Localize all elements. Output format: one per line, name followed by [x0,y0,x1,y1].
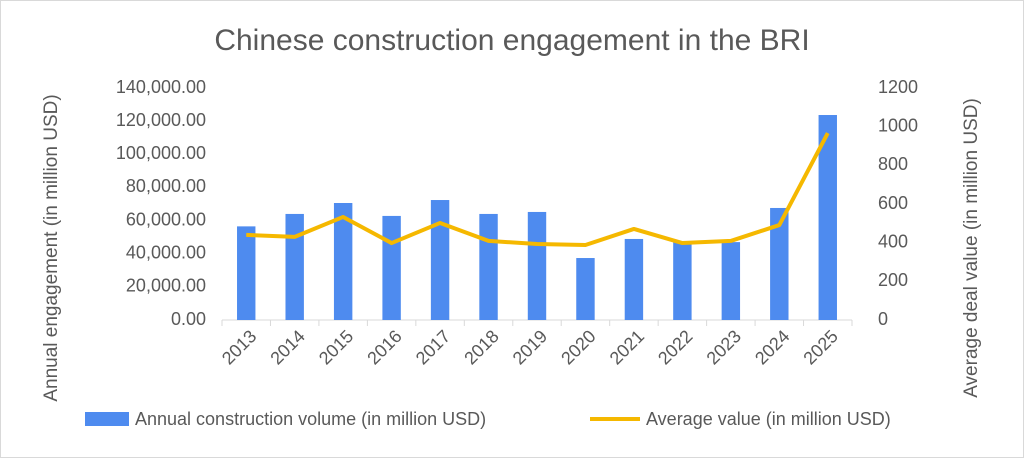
y2-tick-label: 1200 [878,77,918,97]
y2-axis-title: Average deal value (in million USD) [961,98,982,398]
y-tick-label: 100,000.00 [116,143,206,163]
y-tick-label: 80,000.00 [126,176,206,196]
legend-label: Average value (in million USD) [646,409,891,429]
bar [624,238,644,320]
y2-tick-label: 1000 [878,115,918,135]
bar [430,200,450,320]
y-tick-label: 20,000.00 [126,276,206,296]
y2-tick-label: 0 [878,309,888,329]
y2-tick-label: 600 [878,193,908,213]
y2-tick-label: 400 [878,231,908,251]
bar [333,203,353,320]
legend-swatch [85,412,129,426]
y-tick-label: 0.00 [171,309,206,329]
bar [237,226,256,320]
bar [673,242,692,320]
bar [770,207,789,320]
bar [818,115,837,320]
y-tick-label: 40,000.00 [126,242,206,262]
bar [479,213,498,320]
bar [527,211,547,320]
chart-title: Chinese construction engagement in the B… [214,24,809,57]
y2-tick-label: 200 [878,270,908,290]
legend-label: Annual construction volume (in million U… [135,409,486,429]
y-tick-label: 60,000.00 [126,209,206,229]
line [246,132,830,247]
bar [285,213,304,320]
y-tick-label: 120,000.00 [116,110,206,130]
bar [576,258,595,320]
y-axis-title: Annual engagement (in million USD) [41,94,62,401]
bar [382,215,401,320]
y2-tick-label: 800 [878,154,908,174]
y-tick-label: 140,000.00 [116,77,206,97]
bar [721,242,741,320]
